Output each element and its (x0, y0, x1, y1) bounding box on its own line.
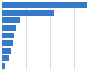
Bar (2, 40, 13, 46)
Bar (2, 48, 11, 54)
Bar (2, 25, 16, 31)
Bar (2, 2, 87, 8)
Bar (2, 55, 9, 61)
Bar (2, 63, 5, 69)
Bar (2, 10, 54, 16)
Bar (2, 17, 20, 23)
Bar (2, 33, 14, 38)
